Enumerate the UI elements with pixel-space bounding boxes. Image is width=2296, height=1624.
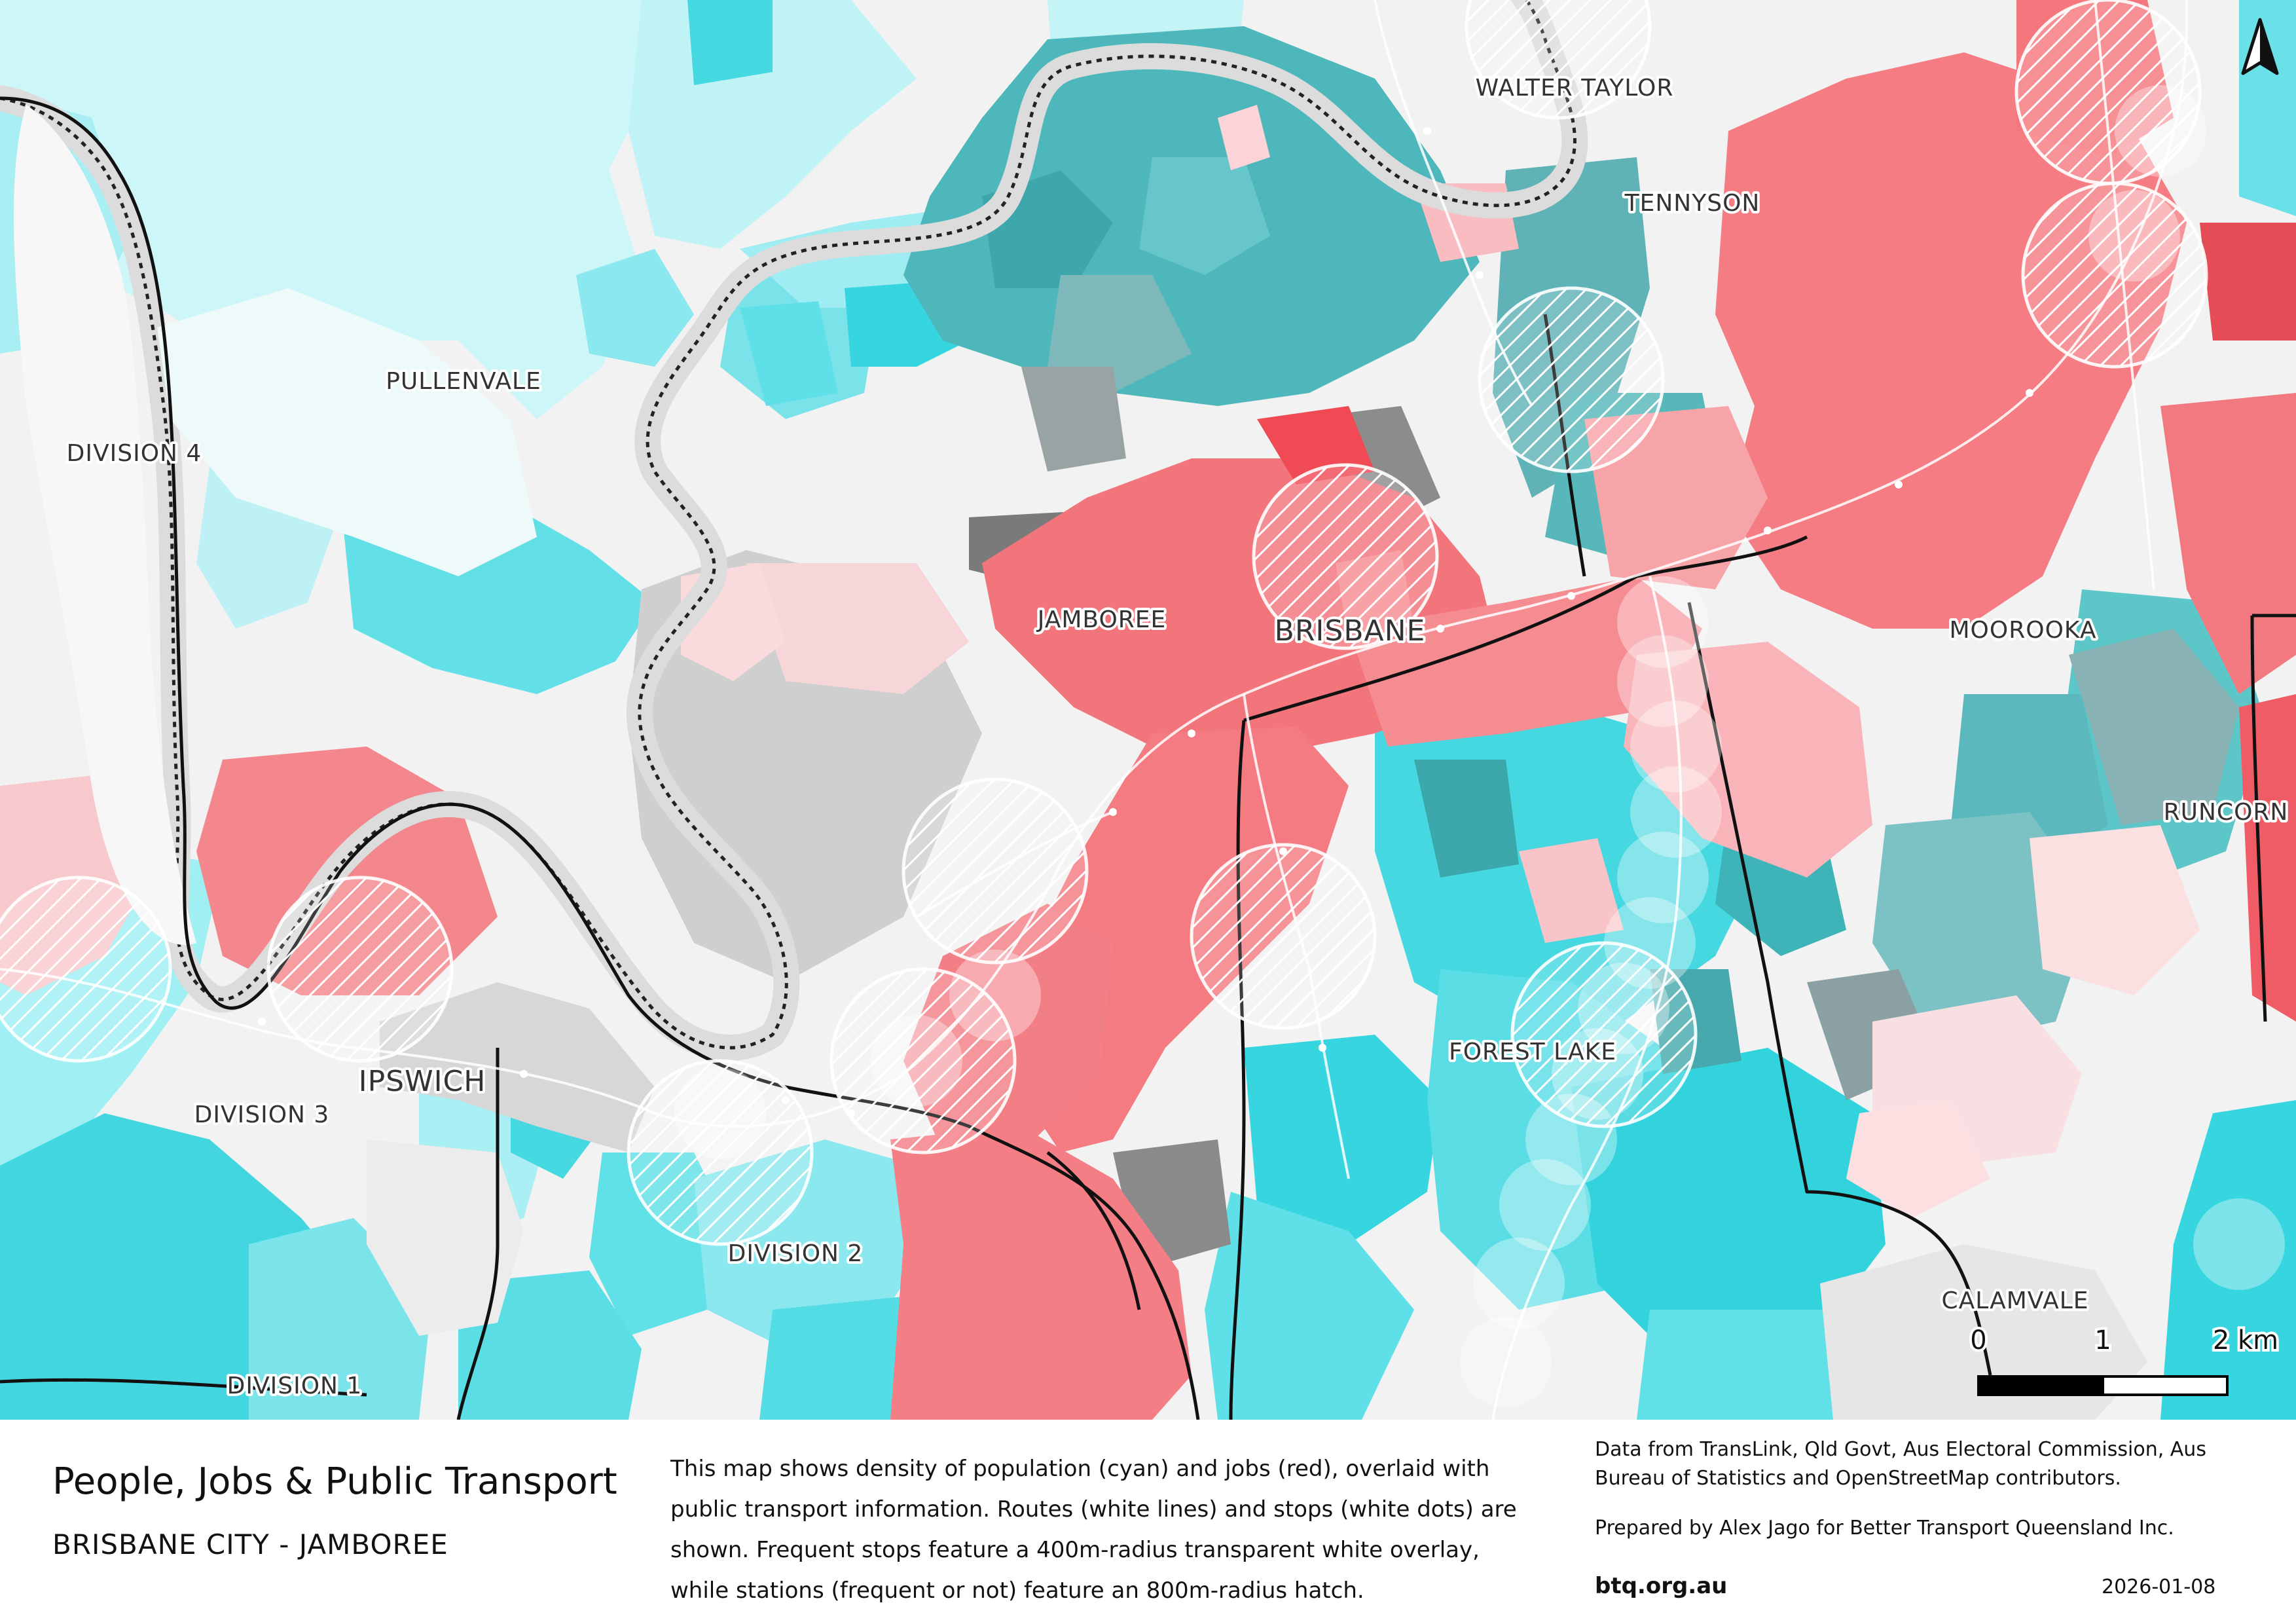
label-jamboree: JAMBOREE [1036,606,1167,633]
scale-label-2: 2 km [2213,1325,2278,1356]
scale-bar: 0 1 2 km [1967,1323,2281,1396]
map-canvas[interactable]: WALTER TAYLOR TENNYSON PULLENVALE DIVISI… [0,0,2296,1420]
scale-label-1: 1 [2094,1325,2111,1356]
label-division-2: DIVISION 2 [728,1240,864,1267]
website-link[interactable]: btq.org.au [1595,1573,1728,1599]
station-division-2 [627,1059,814,1246]
label-calamvale: CALAMVALE [1941,1287,2088,1314]
label-forest-lake: FOREST LAKE [1449,1039,1616,1065]
label-pullenvale: PULLENVALE [386,368,541,395]
station-tennyson [1478,286,1665,473]
brisbane-river [0,0,1588,1061]
station-forest-lake [1510,941,1698,1128]
data-credits: Data from TransLink, Qld Govt, Aus Elect… [1595,1438,2206,1490]
station-brisbane [1252,463,1439,650]
station-central-2 [829,967,1017,1154]
station-ipswich [266,876,454,1063]
label-ipswich: IPSWICH [359,1065,486,1098]
rural-layer [14,105,537,945]
label-tennyson: TENNYSON [1624,190,1760,217]
map-date: 2026-01-08 [2102,1576,2216,1598]
prepared-by: Prepared by Alex Jago for Better Transpo… [1595,1517,2174,1540]
label-moorooka: MOOROOKA [1949,617,2096,644]
station-central-1 [902,777,1089,965]
scale-label-0: 0 [1970,1325,1986,1356]
map-description: This map shows density of population (cy… [670,1456,1517,1604]
label-division-1: DIVISION 1 [227,1373,363,1399]
legend-panel: People, Jobs & Public Transport BRISBANE… [0,1420,2296,1624]
map-title: People, Jobs & Public Transport [52,1460,617,1503]
label-walter-taylor: WALTER TAYLOR [1476,75,1674,101]
station-catchments [0,0,2208,1246]
map-svg: WALTER TAYLOR TENNYSON PULLENVALE DIVISI… [0,0,2296,1420]
north-arrow-icon [2241,18,2279,75]
label-division-4: DIVISION 4 [67,440,202,467]
label-brisbane: BRISBANE [1275,614,1426,648]
station-walter-taylor [1465,0,1652,120]
map-subtitle: BRISBANE CITY - JAMBOREE [52,1528,448,1560]
label-division-3: DIVISION 3 [194,1101,330,1128]
station-west [0,876,172,1063]
place-labels: WALTER TAYLOR TENNYSON PULLENVALE DIVISI… [64,72,2291,1402]
station-north [2014,0,2202,185]
label-runcorn: RUNCORN [2164,799,2289,826]
station-north-east [2021,181,2208,369]
transit-stops [258,127,2033,1117]
station-central-3 [1190,843,1377,1030]
